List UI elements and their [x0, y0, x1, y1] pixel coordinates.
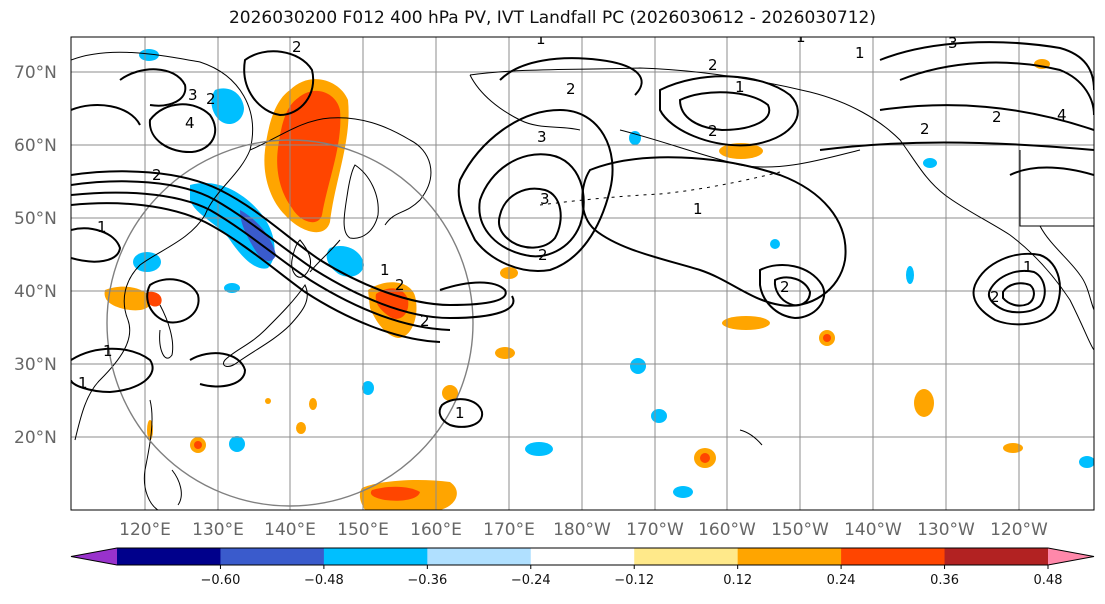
contour-label: 1	[693, 200, 703, 218]
contour-label: 2	[420, 312, 430, 330]
lon-label: 170°W	[626, 520, 684, 540]
contour-labels: 1 2 3 4 1 2 2 3 2 2 1 2 3 4 1 2 1 1 2 2 …	[78, 28, 1067, 422]
contour-label: 2	[395, 276, 405, 294]
contour-label: 2	[566, 80, 576, 98]
colorbar-tick-label: −0.36	[407, 573, 447, 588]
colorbar-extend-max	[1048, 548, 1094, 565]
contour-label: 2	[538, 246, 548, 264]
contour-label: 1	[855, 44, 865, 62]
colorbar-tick-label: −0.60	[201, 573, 241, 588]
colorbar-swatch	[323, 548, 428, 565]
colorbar-tick-label: −0.12	[614, 573, 654, 588]
pv-shading	[104, 49, 1094, 510]
colorbar-tick-label: 0.48	[1034, 573, 1063, 588]
contour-label: 2	[992, 108, 1002, 126]
latitude-labels: 70°N 60°N 50°N 40°N 30°N 20°N	[14, 63, 57, 448]
colorbar-swatch	[427, 548, 532, 565]
lon-label: 160°W	[698, 520, 756, 540]
contour-label: 2	[780, 278, 790, 296]
lon-label: 140°W	[844, 520, 902, 540]
lon-label: 140°E	[264, 520, 316, 540]
lon-label: 120°W	[990, 520, 1048, 540]
lon-label: 150°E	[337, 520, 389, 540]
contour-label: 1	[1023, 258, 1033, 276]
pv-contours	[71, 41, 1094, 428]
colorbar-tick-label: −0.48	[304, 573, 344, 588]
colorbar	[70, 547, 1095, 566]
colorbar-ticks: −0.60 −0.48 −0.36 −0.24 −0.12 0.12 0.24 0.36 0.4…	[201, 565, 1063, 588]
lat-label: 60°N	[14, 136, 57, 156]
contour-label: 2	[708, 122, 718, 140]
contour-label: 2	[292, 38, 302, 56]
colorbar-swatch	[530, 548, 635, 565]
lon-label: 120°E	[119, 520, 171, 540]
contour-label: 2	[990, 288, 1000, 306]
colorbar-swatch	[737, 548, 842, 565]
colorbar-swatch	[117, 548, 221, 565]
colorbar-extend-min	[71, 548, 117, 565]
lon-label: 180°W	[553, 520, 611, 540]
contour-label: 1	[78, 374, 88, 392]
contour-label: 2	[206, 90, 216, 108]
contour-label: 1	[103, 342, 113, 360]
contour-label: 2	[708, 56, 718, 74]
contour-label: 3	[188, 86, 198, 104]
colorbar-outline	[70, 547, 1095, 566]
colorbar-tick-label: 0.24	[827, 573, 856, 588]
lat-label: 20°N	[14, 428, 57, 448]
colorbar-swatch	[944, 548, 1049, 565]
lat-label: 50°N	[14, 209, 57, 229]
longitude-labels: 120°E 130°E 140°E 150°E 160°E 170°E 180°…	[119, 520, 1048, 540]
contour-label: 4	[185, 114, 195, 132]
colorbar-tick-label: 0.36	[930, 573, 959, 588]
contour-label: 2	[152, 166, 162, 184]
lon-label: 170°E	[483, 520, 535, 540]
contour-label: 1	[97, 218, 107, 236]
colorbar-swatch	[220, 548, 325, 565]
contour-label: 1	[380, 261, 390, 279]
colorbar-tick-label: −0.24	[511, 573, 551, 588]
contour-label: 1	[796, 28, 806, 46]
contour-label: 4	[1057, 106, 1067, 124]
contour-label: 3	[540, 190, 550, 208]
map-frame	[70, 36, 1095, 511]
contour-label: 2	[920, 120, 930, 138]
contour-label: 3	[948, 34, 958, 52]
contour-label: 1	[455, 404, 465, 422]
colorbar-swatch	[634, 548, 739, 565]
colorbar-swatch	[841, 548, 946, 565]
lat-label: 30°N	[14, 355, 57, 375]
contour-label: 3	[537, 128, 547, 146]
map-title: 2026030200 F012 400 hPa PV, IVT Landfall…	[228, 8, 876, 28]
contour-label: 1	[536, 30, 546, 48]
lon-label: 130°E	[192, 520, 244, 540]
lat-label: 40°N	[14, 282, 57, 302]
contour-label: 1	[735, 78, 745, 96]
radius-circle	[106, 139, 474, 507]
colorbar-tick-label: 0.12	[723, 573, 752, 588]
lon-label: 150°W	[771, 520, 829, 540]
lon-label: 160°E	[410, 520, 462, 540]
lon-label: 130°W	[917, 520, 975, 540]
lat-label: 70°N	[14, 63, 57, 83]
